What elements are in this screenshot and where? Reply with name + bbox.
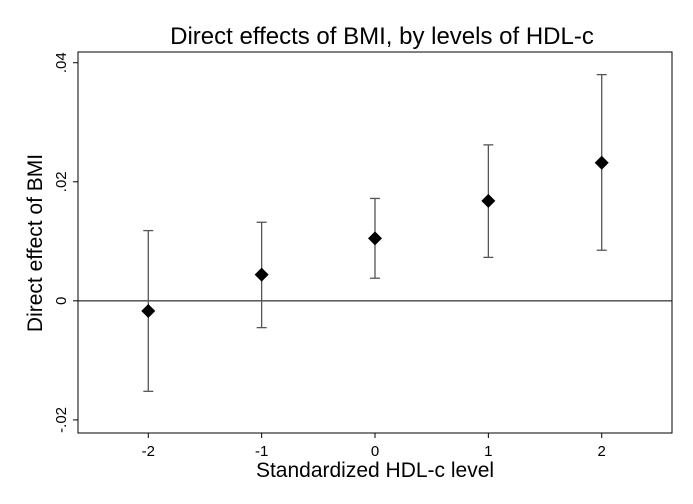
- y-tick-label: 0: [53, 297, 70, 305]
- x-tick-label: -2: [142, 443, 155, 460]
- x-axis-ticks: -2 -1 0 1 2: [142, 433, 606, 460]
- x-tick-label: 2: [598, 443, 606, 460]
- x-tick-label: -1: [255, 443, 268, 460]
- point-marker-diamond: [141, 303, 156, 318]
- x-tick-label: 0: [371, 443, 379, 460]
- point-marker-diamond: [594, 155, 609, 170]
- point-markers: [141, 155, 609, 318]
- point-marker-diamond: [481, 193, 496, 208]
- y-tick-label: -.02: [53, 407, 70, 433]
- y-axis-ticks: -.02 0 .02 .04: [53, 52, 78, 433]
- x-tick-label: 1: [484, 443, 492, 460]
- y-axis-label: Direct effect of BMI: [24, 154, 47, 332]
- y-tick-label: .02: [53, 171, 70, 192]
- y-tick-label: .04: [53, 52, 70, 73]
- chart-title: Direct effects of BMI, by levels of HDL-…: [170, 23, 594, 50]
- point-marker-diamond: [254, 267, 269, 282]
- x-axis-label: Standardized HDL-c level: [256, 459, 494, 482]
- point-marker-diamond: [368, 231, 382, 246]
